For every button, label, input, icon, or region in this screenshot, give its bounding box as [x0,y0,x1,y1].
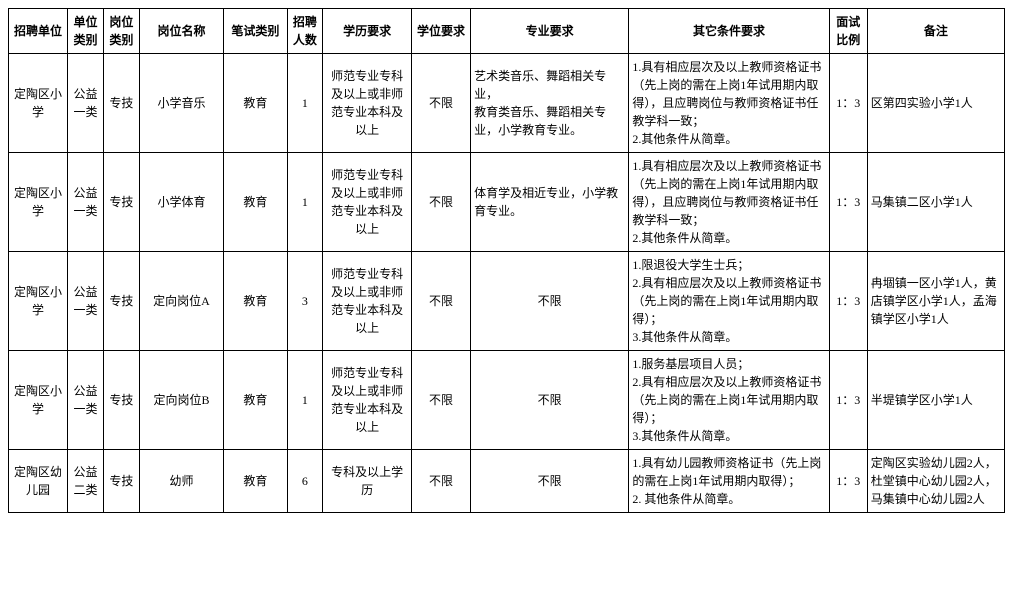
cell-post-type: 专技 [103,153,139,252]
header-education: 学历要求 [323,9,412,54]
table-row: 定陶区小学公益一类专技定向岗位B教育1师范专业专科及以上或非师范专业本科及以上不… [9,351,1005,450]
cell-post-type: 专技 [103,450,139,513]
header-remark: 备注 [867,9,1004,54]
cell-ratio: 1：3 [829,252,867,351]
cell-degree: 不限 [411,351,470,450]
table-row: 定陶区小学公益一类专技小学体育教育1师范专业专科及以上或非师范专业本科及以上不限… [9,153,1005,252]
header-post-name: 岗位名称 [139,9,223,54]
cell-other: 1.具有幼儿园教师资格证书（先上岗的需在上岗1年试用期内取得）；2. 其他条件从… [629,450,829,513]
cell-degree: 不限 [411,450,470,513]
cell-degree: 不限 [411,153,470,252]
cell-unit-type: 公益一类 [68,351,104,450]
cell-degree: 不限 [411,54,470,153]
header-post-type: 岗位类别 [103,9,139,54]
cell-education: 师范专业专科及以上或非师范专业本科及以上 [323,54,412,153]
cell-exam-type: 教育 [224,450,287,513]
cell-exam-type: 教育 [224,153,287,252]
cell-count: 1 [287,54,323,153]
cell-remark: 区第四实验小学1人 [867,54,1004,153]
table-row: 定陶区幼儿园公益二类专技幼师教育6专科及以上学历不限不限1.具有幼儿园教师资格证… [9,450,1005,513]
cell-unit-type: 公益二类 [68,450,104,513]
cell-other: 1.具有相应层次及以上教师资格证书（先上岗的需在上岗1年试用期内取得），且应聘岗… [629,153,829,252]
cell-education: 师范专业专科及以上或非师范专业本科及以上 [323,252,412,351]
header-other: 其它条件要求 [629,9,829,54]
table-body: 定陶区小学公益一类专技小学音乐教育1师范专业专科及以上或非师范专业本科及以上不限… [9,54,1005,513]
header-exam-type: 笔试类别 [224,9,287,54]
cell-exam-type: 教育 [224,252,287,351]
cell-education: 专科及以上学历 [323,450,412,513]
cell-unit-type: 公益一类 [68,252,104,351]
cell-unit: 定陶区小学 [9,351,68,450]
recruitment-table: 招聘单位 单位类别 岗位类别 岗位名称 笔试类别 招聘人数 学历要求 学位要求 … [8,8,1005,513]
cell-ratio: 1：3 [829,54,867,153]
header-major: 专业要求 [471,9,629,54]
cell-count: 1 [287,351,323,450]
cell-post-name: 小学音乐 [139,54,223,153]
header-unit-type: 单位类别 [68,9,104,54]
cell-post-type: 专技 [103,252,139,351]
table-row: 定陶区小学公益一类专技小学音乐教育1师范专业专科及以上或非师范专业本科及以上不限… [9,54,1005,153]
cell-ratio: 1：3 [829,351,867,450]
cell-other: 1.服务基层项目人员；2.具有相应层次及以上教师资格证书（先上岗的需在上岗1年试… [629,351,829,450]
cell-unit: 定陶区幼儿园 [9,450,68,513]
cell-exam-type: 教育 [224,351,287,450]
cell-major: 不限 [471,450,629,513]
cell-count: 6 [287,450,323,513]
cell-education: 师范专业专科及以上或非师范专业本科及以上 [323,153,412,252]
cell-other: 1.限退役大学生士兵；2.具有相应层次及以上教师资格证书（先上岗的需在上岗1年试… [629,252,829,351]
header-count: 招聘人数 [287,9,323,54]
cell-post-name: 小学体育 [139,153,223,252]
cell-post-name: 定向岗位A [139,252,223,351]
cell-post-type: 专技 [103,351,139,450]
cell-post-name: 幼师 [139,450,223,513]
cell-exam-type: 教育 [224,54,287,153]
cell-unit: 定陶区小学 [9,252,68,351]
cell-remark: 冉堌镇一区小学1人，黄店镇学区小学1人，孟海镇学区小学1人 [867,252,1004,351]
header-unit: 招聘单位 [9,9,68,54]
cell-post-name: 定向岗位B [139,351,223,450]
cell-degree: 不限 [411,252,470,351]
cell-major: 艺术类音乐、舞蹈相关专业，教育类音乐、舞蹈相关专业，小学教育专业。 [471,54,629,153]
cell-major: 体育学及相近专业，小学教育专业。 [471,153,629,252]
cell-other: 1.具有相应层次及以上教师资格证书（先上岗的需在上岗1年试用期内取得），且应聘岗… [629,54,829,153]
cell-unit-type: 公益一类 [68,54,104,153]
cell-remark: 半堤镇学区小学1人 [867,351,1004,450]
header-ratio: 面试比例 [829,9,867,54]
cell-unit: 定陶区小学 [9,153,68,252]
cell-major: 不限 [471,252,629,351]
table-header-row: 招聘单位 单位类别 岗位类别 岗位名称 笔试类别 招聘人数 学历要求 学位要求 … [9,9,1005,54]
table-row: 定陶区小学公益一类专技定向岗位A教育3师范专业专科及以上或非师范专业本科及以上不… [9,252,1005,351]
cell-remark: 马集镇二区小学1人 [867,153,1004,252]
cell-major: 不限 [471,351,629,450]
cell-count: 3 [287,252,323,351]
cell-ratio: 1：3 [829,153,867,252]
header-degree: 学位要求 [411,9,470,54]
cell-post-type: 专技 [103,54,139,153]
cell-unit: 定陶区小学 [9,54,68,153]
cell-count: 1 [287,153,323,252]
cell-ratio: 1：3 [829,450,867,513]
cell-education: 师范专业专科及以上或非师范专业本科及以上 [323,351,412,450]
cell-remark: 定陶区实验幼儿园2人，杜堂镇中心幼儿园2人，马集镇中心幼儿园2人 [867,450,1004,513]
cell-unit-type: 公益一类 [68,153,104,252]
